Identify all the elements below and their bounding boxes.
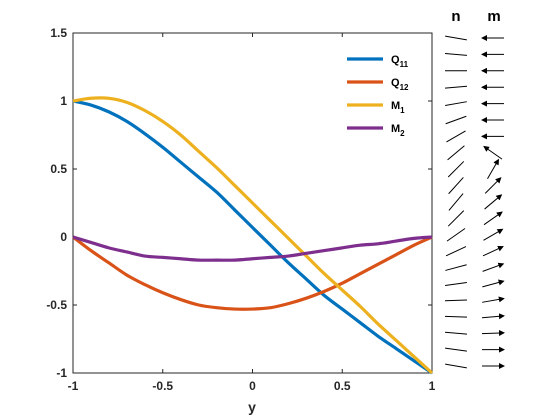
n-vector [445, 264, 467, 271]
legend-label: Q11 [391, 54, 409, 69]
n-vector [445, 246, 467, 257]
y-tick-label: 0 [60, 230, 67, 244]
n-vector [447, 161, 465, 178]
x-tick-label: -0.5 [152, 379, 173, 393]
n-vector [444, 299, 468, 302]
m-vector-arrow [484, 194, 503, 210]
x-tick-label: 1 [429, 379, 436, 393]
y-tick-label: 1 [60, 94, 67, 108]
legend-label: M2 [391, 123, 405, 138]
m-vector-arrow [482, 296, 505, 303]
x-tick-label: 0 [249, 379, 256, 393]
n-vector [445, 115, 467, 125]
x-axis-ticks: -1 -0.5 0 0.5 1 [68, 33, 436, 393]
n-column-label: n [451, 8, 460, 25]
n-vector [445, 347, 467, 352]
n-vector [444, 85, 468, 89]
y-tick-label: -0.5 [46, 298, 67, 312]
m-vector-arrow [481, 329, 505, 336]
n-vector [446, 228, 466, 242]
n-vector [445, 281, 467, 287]
series-line-m1 [72, 96, 434, 375]
m-vector-arrow [482, 245, 504, 257]
m-column-label: m [487, 8, 500, 25]
m-vector-arrow [482, 279, 505, 288]
series-line-q11 [72, 99, 433, 375]
n-vector [447, 210, 465, 227]
m-vector-arrow [484, 177, 502, 194]
series-lines [72, 96, 434, 375]
m-vector-arrow [481, 313, 505, 320]
legend: Q11 Q12 M1 M2 [338, 45, 424, 145]
n-vector-field [444, 35, 468, 369]
n-vector [446, 130, 466, 143]
n-vector [445, 363, 467, 369]
n-vector [445, 35, 467, 41]
n-vector [444, 315, 468, 318]
legend-label: M1 [391, 100, 405, 115]
n-vector [444, 52, 468, 56]
x-tick-label: -1 [68, 379, 79, 393]
m-vector-arrow [483, 211, 503, 226]
series-line-m2 [72, 235, 433, 262]
series-line-q12 [72, 235, 433, 311]
n-vector [448, 177, 464, 195]
m-vector-arrow [487, 158, 499, 179]
n-vector [447, 145, 465, 161]
m-vector-arrow [483, 228, 504, 241]
y-tick-label: -1 [56, 366, 67, 380]
m-vector-arrow [482, 262, 505, 272]
x-tick-label: 0.5 [334, 379, 351, 393]
y-axis-ticks: 1.5 1 0.5 0 -0.5 -1 [46, 26, 432, 380]
n-vector [445, 101, 467, 107]
x-axis-label: y [248, 399, 256, 415]
y-tick-label: 1.5 [50, 26, 67, 40]
y-tick-label: 0.5 [50, 162, 67, 176]
n-vector [448, 193, 464, 211]
n-vector [444, 331, 468, 335]
legend-label: Q12 [391, 77, 409, 92]
m-vector-arrow [483, 145, 503, 160]
m-vector-field [481, 35, 505, 369]
